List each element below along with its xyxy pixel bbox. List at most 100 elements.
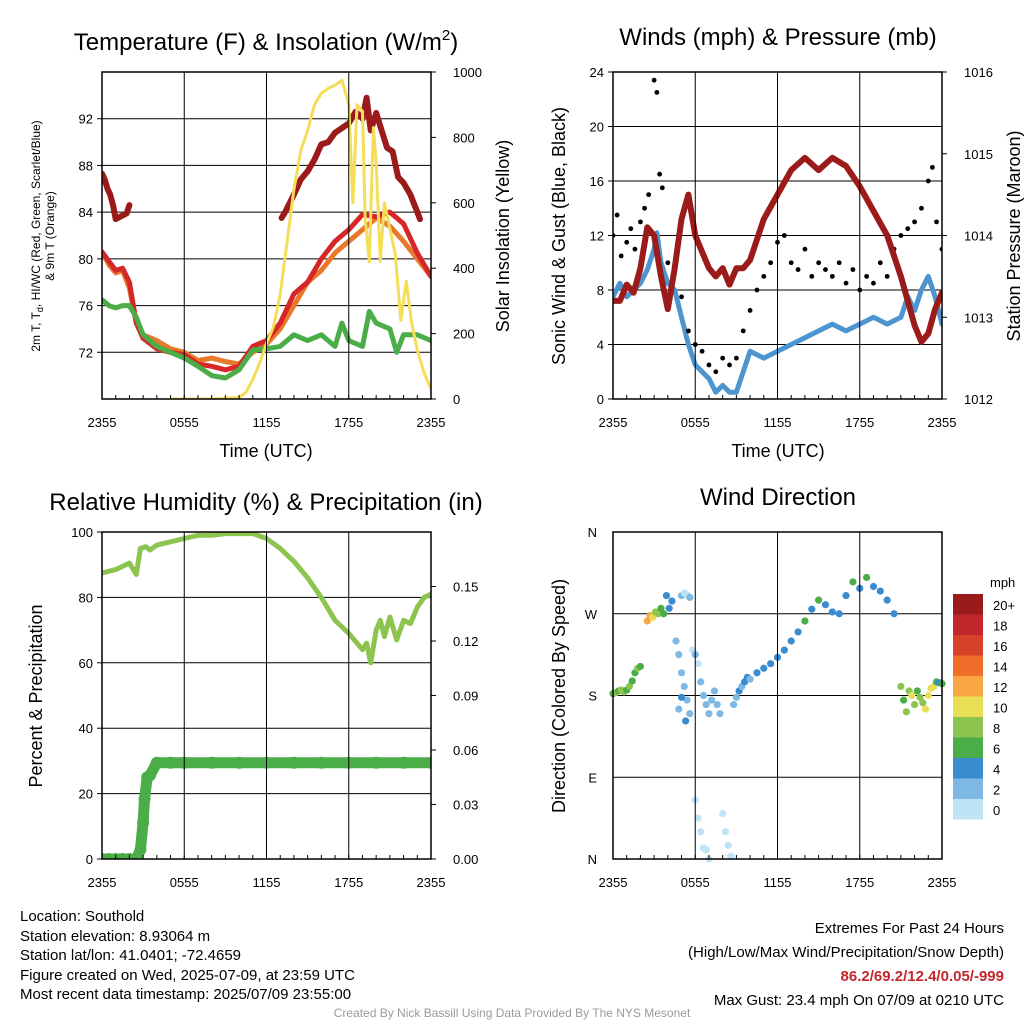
right-y-tick-label: 1000 — [453, 65, 482, 80]
direction-point — [705, 710, 713, 718]
right-y-tick-label: 600 — [453, 196, 475, 211]
right-y-tick-label: 200 — [453, 327, 475, 342]
legend-label: 4 — [993, 762, 1000, 777]
y-tick-label: 20 — [79, 787, 93, 802]
legend-swatch — [953, 655, 983, 676]
recent-data-text: Most recent data timestamp: 2025/07/09 2… — [20, 986, 352, 1003]
right-y-tick-label: 0.06 — [453, 743, 478, 758]
temperature-plot: 72 76 80 84 88 92 0 200 400 600 800 1000 2355 0555 115… — [79, 65, 482, 430]
data-point — [930, 164, 935, 170]
winds-xlabel: Time (UTC) — [731, 441, 824, 461]
direction-point — [675, 705, 683, 713]
legend-swatch — [953, 799, 983, 820]
legend-label: 2 — [993, 783, 1000, 798]
x-tick-label: 1155 — [253, 415, 281, 430]
x-tick-label: 1755 — [334, 415, 363, 430]
direction-point — [724, 841, 732, 849]
direction-panel: Wind Direction Direction (Colored By Spe… — [549, 484, 1015, 813]
direction-point — [801, 617, 809, 625]
direction-point — [716, 710, 724, 718]
temperature-title: Temperature (F) & Insolation (W/m2) — [74, 27, 458, 56]
legend-title: mph — [990, 575, 1015, 590]
legend-label: 6 — [993, 742, 1000, 757]
x-tick-label: 1155 — [764, 875, 792, 890]
right-y-tick-label: 1016 — [964, 65, 993, 80]
direction-point — [660, 610, 668, 618]
direction-point — [913, 687, 921, 695]
y-tick-label: 88 — [79, 158, 93, 173]
data-point — [720, 355, 726, 361]
x-tick-label: 1755 — [845, 415, 874, 430]
data-point — [871, 280, 876, 286]
humidity-title: Relative Humidity (%) & Precipitation (i… — [49, 489, 482, 516]
data-group — [613, 77, 942, 395]
winds-panel: Winds (mph) & Pressure (mb) Sonic Wind &… — [549, 24, 1024, 461]
legend-swatch — [953, 635, 983, 656]
data-point — [727, 362, 732, 368]
x-tick-label: 0555 — [681, 415, 710, 430]
data-point — [685, 328, 691, 334]
humidity-panel: Relative Humidity (%) & Precipitation (i… — [26, 489, 483, 788]
series-line — [102, 757, 431, 859]
data-point — [877, 260, 883, 266]
data-point — [747, 308, 753, 313]
grid-group: 72 76 80 84 88 92 0 200 400 600 800 1000 — [79, 65, 482, 407]
plot-frame — [101, 71, 432, 400]
direction-point — [921, 705, 930, 713]
direction-point — [849, 578, 857, 586]
data-point — [934, 219, 939, 225]
series-line — [169, 78, 431, 399]
winds-right-ylabel: Station Pressure (Maroon) — [1004, 130, 1024, 341]
legend-label: 16 — [993, 639, 1007, 654]
direction-point — [727, 852, 735, 860]
data-point — [628, 226, 634, 232]
direction-point — [686, 710, 694, 718]
direction-point — [697, 828, 705, 836]
right-y-tick-label: 1015 — [964, 147, 993, 162]
direction-point — [683, 696, 691, 704]
elevation-text: Station elevation: 8.93064 m — [20, 927, 211, 945]
y-tick-label: 80 — [79, 590, 93, 605]
legend-label: 14 — [993, 660, 1007, 675]
legend-swatch — [953, 778, 983, 799]
temperature-xlabel: Time (UTC) — [219, 441, 312, 461]
data-point — [823, 267, 828, 272]
data-point — [795, 267, 801, 272]
data-point — [816, 260, 822, 266]
direction-point — [672, 637, 680, 645]
data-point — [733, 355, 739, 361]
data-point — [802, 246, 808, 252]
data-point — [642, 205, 647, 211]
data-point — [646, 192, 652, 198]
direction-point — [654, 610, 662, 618]
data-point — [768, 260, 774, 266]
y-tick-label: E — [588, 770, 597, 785]
direction-point — [924, 691, 932, 700]
direction-point — [636, 662, 645, 671]
direction-point — [760, 664, 768, 672]
y-tick-label: 16 — [590, 174, 604, 189]
location-text: Location: Southold — [20, 908, 145, 925]
data-point — [788, 260, 794, 266]
legend-swatch — [953, 614, 983, 635]
direction-point — [897, 682, 905, 691]
x-tick-label: 2355 — [417, 415, 446, 430]
series-line — [102, 532, 431, 666]
x-tick-label: 2355 — [417, 875, 446, 890]
direction-point — [863, 573, 871, 582]
y-tick-label: 20 — [590, 120, 604, 135]
extremes-info: Extremes For Past 24 Hours (High/Low/Max… — [688, 917, 1004, 1013]
data-point — [665, 260, 671, 266]
right-y-tick-label: 400 — [453, 261, 475, 276]
y-tick-label: 100 — [71, 525, 93, 540]
right-y-tick-label: 1012 — [964, 392, 993, 407]
data-point — [654, 90, 660, 95]
temperature-panel: Temperature (F) & Insolation (W/m2) 2m T… — [29, 27, 513, 461]
data-point — [618, 253, 624, 259]
right-y-tick-label: 0.15 — [453, 580, 478, 595]
direction-point — [702, 700, 710, 709]
y-tick-label: 60 — [79, 656, 93, 671]
direction-point — [767, 660, 775, 668]
y-tick-label: 8 — [597, 283, 604, 298]
